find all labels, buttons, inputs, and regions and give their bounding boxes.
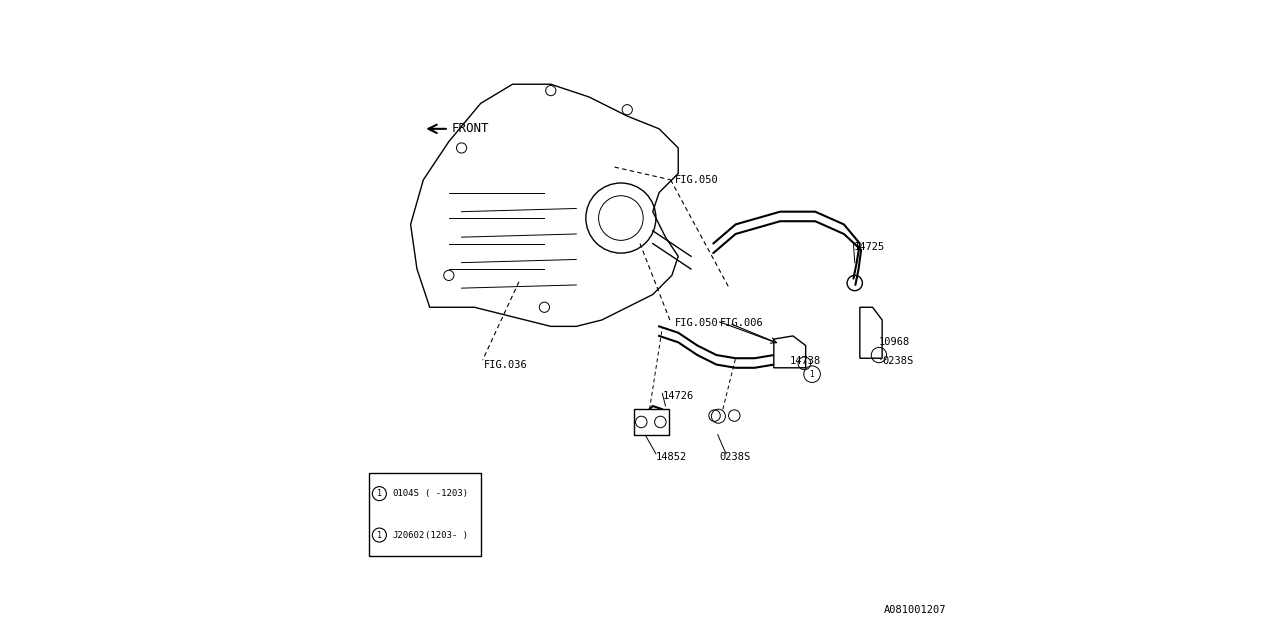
Text: FIG.050: FIG.050: [675, 175, 719, 185]
Text: 1: 1: [810, 370, 814, 379]
Text: FIG.006: FIG.006: [719, 318, 763, 328]
Text: J20602: J20602: [392, 531, 425, 540]
Text: 14852: 14852: [655, 452, 687, 462]
FancyBboxPatch shape: [369, 473, 481, 556]
Text: (1203- ): (1203- ): [425, 531, 467, 540]
Text: 14726: 14726: [662, 392, 694, 401]
Text: FIG.036: FIG.036: [484, 360, 527, 370]
Text: 1: 1: [376, 531, 381, 540]
Text: 0238S: 0238S: [882, 356, 914, 367]
Text: 0238S: 0238S: [719, 452, 751, 462]
Text: FRONT: FRONT: [452, 122, 489, 135]
PathPatch shape: [634, 409, 668, 435]
Text: 10968: 10968: [879, 337, 910, 348]
PathPatch shape: [860, 307, 882, 358]
Text: 0104S: 0104S: [392, 489, 419, 498]
Text: ( -1203): ( -1203): [425, 489, 467, 498]
Text: 1: 1: [376, 489, 381, 498]
Text: 14725: 14725: [854, 242, 884, 252]
Text: FIG.050: FIG.050: [675, 318, 719, 328]
PathPatch shape: [411, 84, 678, 326]
Text: A081001207: A081001207: [883, 605, 946, 615]
Text: 14738: 14738: [790, 356, 820, 367]
PathPatch shape: [774, 336, 805, 368]
